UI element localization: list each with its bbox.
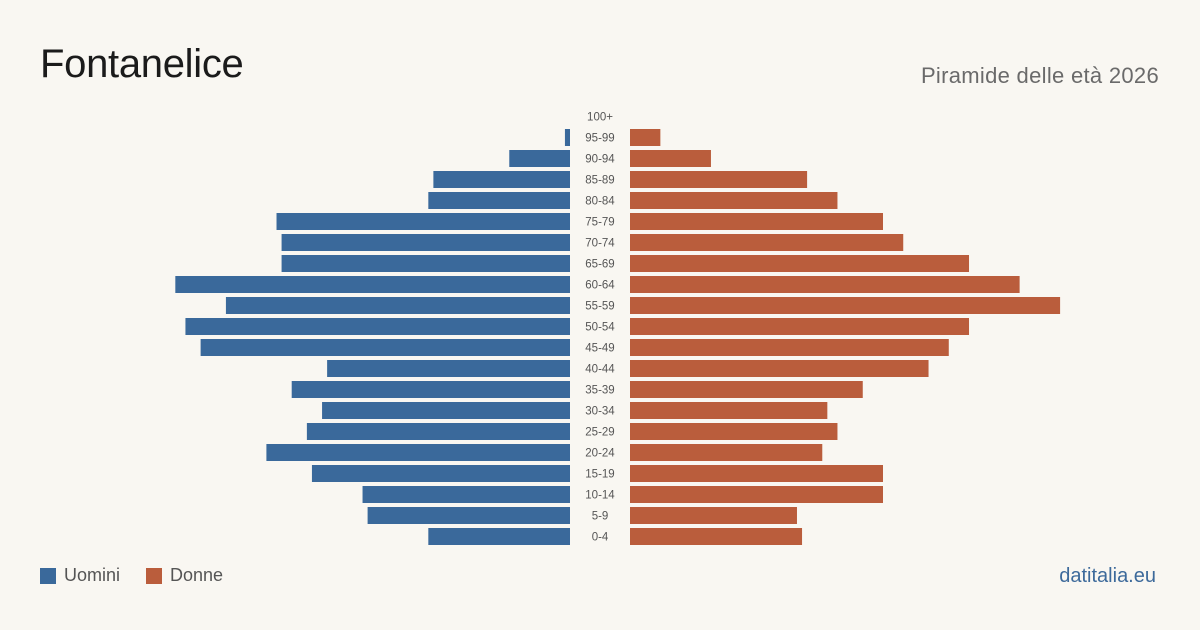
chart-subtitle: Piramide delle età 2026	[920, 63, 1159, 88]
legend-swatch-men	[40, 567, 56, 584]
age-label-80-84: 80-84	[585, 196, 615, 208]
legend-label-women: Donne	[170, 565, 224, 585]
age-label-50-54: 50-54	[585, 322, 615, 334]
bar-men-25-29	[306, 423, 570, 440]
bar-men-85-89	[433, 171, 570, 188]
bar-men-65-69	[281, 255, 570, 272]
age-label-100+: 100+	[587, 112, 613, 124]
age-label-75-79: 75-79	[585, 217, 614, 229]
bar-men-40-44	[327, 360, 570, 377]
bar-men-75-79	[276, 213, 570, 230]
age-label-5-9: 5-9	[592, 511, 609, 523]
bar-men-80-84	[428, 192, 570, 209]
bar-men-70-74	[281, 234, 570, 251]
bar-men-10-14	[362, 486, 570, 503]
bar-men-35-39	[291, 381, 570, 398]
age-label-85-89: 85-89	[585, 175, 614, 187]
legend: Uomini Donne	[40, 565, 249, 586]
age-label-40-44: 40-44	[585, 364, 615, 376]
bar-women-80-84	[630, 192, 838, 209]
age-label-0-4: 0-4	[592, 532, 609, 544]
bar-women-75-79	[630, 213, 883, 230]
age-label-15-19: 15-19	[585, 469, 614, 481]
bar-women-65-69	[630, 255, 970, 272]
bar-men-90-94	[509, 150, 570, 167]
bar-women-5-9	[630, 507, 797, 524]
age-label-90-94: 90-94	[585, 154, 615, 166]
bar-women-30-34	[630, 402, 828, 419]
age-label-10-14: 10-14	[585, 490, 615, 502]
age-label-95-99: 95-99	[585, 133, 614, 145]
bar-men-5-9	[367, 507, 570, 524]
bar-women-40-44	[630, 360, 929, 377]
bar-women-0-4	[630, 528, 803, 545]
age-label-55-59: 55-59	[585, 301, 614, 313]
bar-women-10-14	[630, 486, 883, 503]
bar-men-0-4	[428, 528, 570, 545]
bar-men-60-64	[175, 276, 570, 293]
legend-item-women: Donne	[146, 565, 223, 586]
legend-swatch-women	[146, 567, 163, 584]
age-label-35-39: 35-39	[585, 385, 614, 397]
bar-women-60-64	[630, 276, 1020, 293]
bar-women-95-99	[630, 129, 661, 146]
bar-women-35-39	[630, 381, 863, 398]
page-title: Fontanelice	[40, 42, 244, 86]
bar-men-95-99	[564, 129, 570, 146]
bar-women-45-49	[630, 339, 949, 356]
bar-men-50-54	[185, 318, 570, 335]
bar-women-25-29	[630, 423, 838, 440]
bar-women-55-59	[630, 297, 1061, 314]
bar-women-85-89	[630, 171, 808, 188]
age-label-20-24: 20-24	[585, 448, 615, 460]
bar-women-90-94	[630, 150, 711, 167]
bar-men-30-34	[322, 402, 570, 419]
age-label-70-74: 70-74	[585, 238, 615, 250]
age-label-45-49: 45-49	[585, 343, 614, 355]
bar-women-70-74	[630, 234, 904, 251]
bar-men-15-19	[311, 465, 570, 482]
age-label-60-64: 60-64	[585, 280, 615, 292]
bar-women-50-54	[630, 318, 970, 335]
legend-label-men: Uomini	[64, 565, 121, 585]
legend-item-men: Uomini	[40, 565, 120, 586]
bar-women-15-19	[630, 465, 883, 482]
bar-men-45-49	[200, 339, 570, 356]
bar-men-55-59	[225, 297, 571, 314]
bar-women-20-24	[630, 444, 823, 461]
age-label-30-34: 30-34	[585, 406, 615, 418]
brand-link[interactable]: datitalia.eu	[1059, 565, 1156, 587]
age-label-65-69: 65-69	[585, 259, 614, 271]
bar-men-20-24	[266, 444, 570, 461]
age-label-25-29: 25-29	[585, 427, 614, 439]
